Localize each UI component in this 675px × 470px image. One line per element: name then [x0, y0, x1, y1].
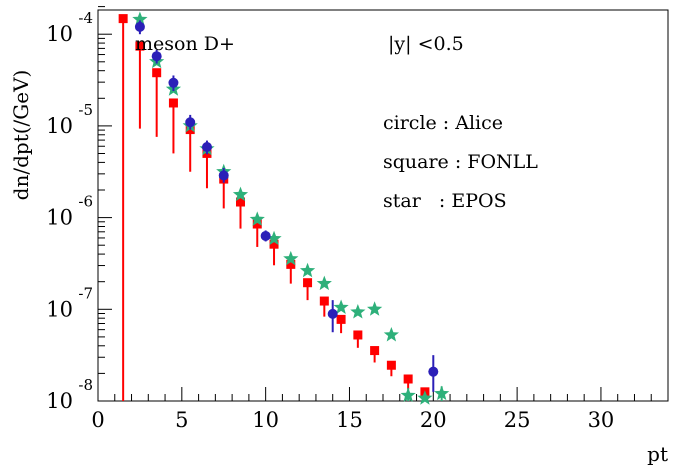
epos-star-marker	[283, 250, 299, 266]
fonll-square-marker	[286, 259, 296, 269]
x-tick-label: 5	[175, 408, 188, 432]
y-tick-exponent: -5	[78, 101, 93, 119]
epos-star-marker	[417, 390, 433, 405]
alice-circle-marker	[218, 170, 229, 181]
y-axis: 10-210-310-410-510-610-710-8	[46, 6, 112, 413]
x-tick-label: 0	[91, 408, 104, 432]
y-axis-label: dn/dpt(/GeV)	[9, 70, 33, 201]
y-tick-exponent: -8	[78, 376, 93, 394]
fonll-square-marker	[152, 68, 162, 78]
x-tick-label: 10	[252, 408, 279, 432]
epos-star-marker	[249, 211, 265, 226]
alice-circle-marker	[185, 117, 196, 128]
x-tick-label: 15	[336, 408, 363, 432]
fonll-square-marker	[168, 98, 178, 108]
alice-circle-marker	[134, 21, 145, 32]
annotation-particle: meson D+	[135, 33, 235, 55]
alice-circle-marker	[428, 366, 439, 377]
y-tick-label: 10	[46, 206, 73, 230]
fonll-square-marker	[118, 14, 128, 24]
fonll-square-marker	[252, 219, 262, 229]
epos-star-marker	[266, 230, 282, 246]
epos-star-marker	[350, 304, 366, 319]
x-tick-label: 20	[420, 408, 447, 432]
x-tick-label: 25	[504, 408, 531, 432]
epos-star-marker	[232, 186, 249, 202]
epos-star-marker	[132, 11, 148, 26]
fonll-square-marker	[353, 330, 363, 340]
legend-entry-alice: circle : Alice	[383, 112, 503, 134]
series-alice	[134, 20, 439, 392]
epos-star-marker	[299, 262, 316, 278]
fonll-square-marker	[269, 239, 279, 249]
alice-circle-marker	[151, 51, 162, 62]
legend-entry-epos: star : EPOS	[383, 190, 507, 212]
x-axis-label: pt	[647, 442, 668, 466]
fonll-square-marker	[319, 296, 329, 306]
fonll-square-marker	[135, 41, 145, 51]
x-axis: 0 5 10 15 20 25 30	[91, 387, 669, 432]
data-points	[118, 11, 450, 405]
y-tick-label: 10	[46, 114, 73, 138]
fonll-square-marker	[370, 346, 380, 356]
y-tick-exponent: -7	[78, 284, 93, 302]
fonll-square-marker	[336, 314, 346, 324]
alice-circle-marker	[201, 141, 212, 152]
y-tick-label: 10	[46, 22, 73, 46]
epos-star-marker	[316, 275, 332, 291]
y-tick-exponent: -4	[78, 9, 93, 27]
x-tick-label: 30	[588, 408, 615, 432]
fonll-square-marker	[236, 197, 245, 207]
y-tick-label: 10	[46, 389, 73, 413]
y-tick-label: 10	[46, 297, 73, 321]
fonll-square-marker	[303, 278, 313, 288]
legend-entry-fonll: square : FONLL	[383, 151, 538, 173]
y-tick-exponent: -6	[78, 193, 93, 211]
epos-star-marker	[434, 385, 450, 401]
epos-star-marker	[400, 387, 416, 402]
alice-circle-marker	[168, 77, 179, 88]
fonll-square-marker	[403, 374, 413, 384]
fonll-square-marker	[386, 360, 396, 370]
annotation-rapidity: |y| <0.5	[388, 33, 464, 55]
alice-circle-marker	[327, 308, 338, 319]
alice-circle-marker	[260, 230, 271, 241]
epos-star-marker	[367, 301, 383, 316]
epos-star-marker	[383, 326, 399, 342]
epos-star-marker	[333, 299, 349, 314]
